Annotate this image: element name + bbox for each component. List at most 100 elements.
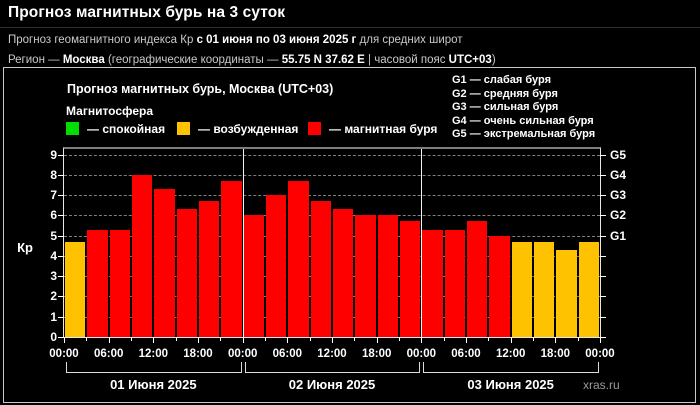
y-axis-tick-label: 8 [50, 167, 57, 182]
storm-scale-g3: G3 — сильная буря [452, 101, 559, 114]
legend-label-storm: — магнитная буря [329, 121, 438, 136]
quiet-color-swatch [66, 122, 79, 135]
y-tick-left [58, 154, 64, 156]
right-axis-label-g4: G4 [610, 167, 627, 182]
kp-bar [87, 229, 108, 337]
storm-scale-legend: G1 — слабая буря G2 — средняя буря G3 — … [452, 74, 595, 142]
kp-bar [444, 229, 465, 337]
x-tick [86, 337, 88, 341]
excited-color-swatch [177, 122, 190, 135]
x-axis-time-label: 00:00 [49, 348, 79, 360]
gridline-kp-1 [64, 316, 600, 318]
y-tick-left [58, 316, 64, 318]
kp-bar [288, 180, 309, 337]
x-tick [443, 337, 445, 341]
y-tick-right [600, 215, 606, 217]
kp-bar [355, 215, 376, 337]
y-axis-tick-label: 4 [50, 248, 57, 263]
x-tick [555, 337, 557, 343]
y-tick-left [58, 276, 64, 278]
y-tick-right [600, 154, 606, 156]
y-axis-tick-label: 0 [50, 330, 57, 344]
gridline-kp-5 [64, 235, 600, 237]
x-axis-time-label: 12:00 [495, 348, 526, 360]
x-axis-time-label: 00:00 [227, 348, 258, 360]
x-tick [265, 337, 266, 341]
kp-bar [578, 241, 599, 337]
x-tick [198, 337, 199, 343]
gridline-kp-7 [64, 195, 600, 197]
x-tick [220, 337, 222, 341]
legend-label-excited: — возбужденная [198, 121, 299, 136]
y-tick-left [58, 296, 64, 298]
storm-scale-g1: G1 — слабая буря [452, 74, 552, 86]
storm-scale-g4: G4 — очень сильная буря [452, 114, 594, 127]
gridline-kp-4 [64, 255, 600, 257]
x-axis-time-label: 00:00 [585, 348, 615, 360]
y-tick-right [600, 195, 606, 197]
kp-bar [243, 215, 264, 337]
kp-bar [109, 229, 130, 337]
y-tick-left [58, 174, 64, 176]
storm-scale-g5: G5 — экстремальная буря [452, 128, 596, 141]
y-axis-title: Кр [17, 240, 33, 255]
gridline-kp-2 [64, 296, 600, 298]
right-axis-label-g3: G3 [610, 188, 627, 203]
kp-bar [199, 201, 220, 337]
y-tick-right [600, 276, 606, 278]
kp-bar [65, 241, 86, 337]
kp-bar [556, 249, 577, 337]
kp-bar [176, 209, 197, 337]
day-bracket [66, 362, 242, 373]
right-axis-label-g1: G1 [610, 228, 627, 243]
y-tick-left [58, 255, 64, 257]
y-tick-left [58, 195, 64, 197]
day-separator [421, 149, 423, 337]
kp-bar [422, 229, 443, 337]
forecast-subtitle: Прогноз геомагнитного индекса Кр с 01 ию… [8, 34, 463, 46]
x-tick [131, 337, 132, 341]
x-tick [287, 337, 289, 343]
x-tick [399, 337, 400, 341]
kp-bar [400, 221, 421, 337]
y-tick-left [58, 337, 64, 338]
plot-area: 0 1 2 3 4 5 6 7 8 9 Кр G1 G2 G3 G4 G5 00:00 06:00 12:00 18:… [17, 147, 626, 392]
x-axis-time-label: 18:00 [361, 348, 392, 360]
gridline-kp-3 [64, 276, 600, 278]
chart-title: Прогноз магнитных бурь, Москва (UTC+03) [67, 82, 334, 96]
x-tick [108, 337, 110, 343]
gridline-kp-9 [64, 154, 600, 156]
x-tick [577, 337, 579, 341]
right-axis-label-g5: G5 [610, 147, 627, 162]
y-tick-left [58, 215, 64, 217]
storm-scale-g2: G2 — средняя буря [452, 87, 558, 100]
x-tick [421, 337, 423, 343]
kp-bar [467, 221, 488, 337]
y-axis-tick-label: 7 [50, 188, 57, 203]
kp-bar [511, 241, 532, 337]
kp-bar [489, 235, 510, 337]
x-tick [466, 337, 467, 343]
day-label: 01 Июня 2025 [110, 377, 197, 392]
chart-box: Прогноз магнитных бурь, Москва (UTC+03) … [3, 67, 696, 403]
x-tick [600, 337, 601, 343]
x-tick [153, 337, 155, 343]
day-label: 02 Июня 2025 [288, 377, 376, 392]
y-axis-tick-label: 6 [50, 208, 57, 223]
region-line: Регион — Москва (географические координа… [8, 54, 496, 66]
x-tick [488, 337, 490, 341]
kp-bar [221, 180, 242, 337]
legend-item-quiet: — спокойная [66, 121, 165, 136]
kp-bar [377, 215, 398, 337]
x-axis-time-label: 12:00 [138, 348, 169, 360]
x-axis-time-label: 06:00 [451, 348, 481, 360]
magnetosphere-legend-title: Магнитосфера [66, 104, 154, 118]
day-bracket [244, 362, 421, 373]
y-tick-left [58, 235, 64, 237]
y-tick-right [600, 337, 606, 338]
x-tick [332, 337, 333, 343]
x-tick [354, 337, 356, 341]
kp-bar [333, 209, 354, 337]
y-axis-tick-label: 5 [50, 228, 57, 243]
